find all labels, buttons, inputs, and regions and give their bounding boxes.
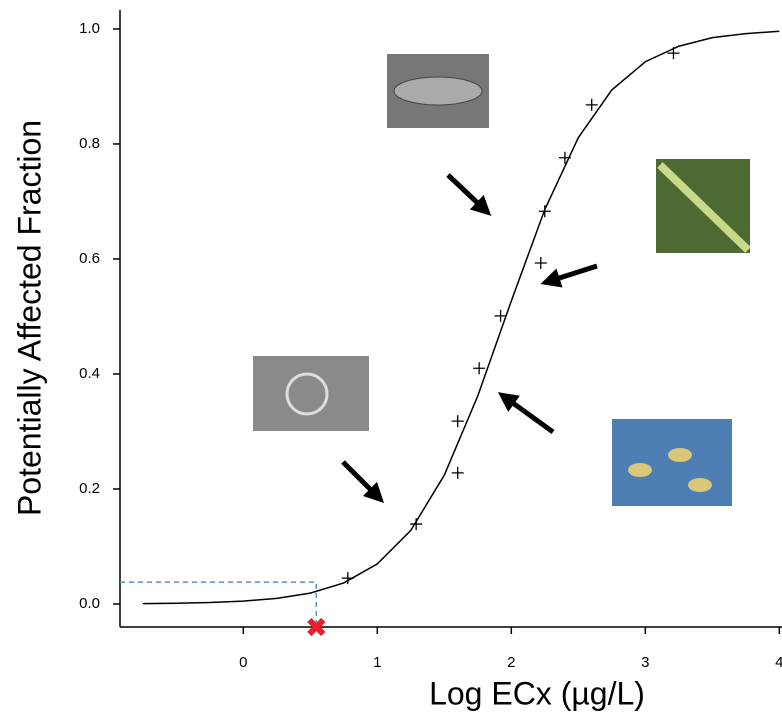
data-point [585,98,598,111]
photo-detail [285,372,329,416]
data-point [473,362,486,375]
y-tick-label: 0.2 [79,480,100,497]
data-point [451,415,464,428]
data-point [494,309,507,322]
photo-cells [612,419,732,506]
x-tick-label: 2 [507,654,515,671]
y-tick-label: 0.6 [79,250,100,267]
data-point [667,47,680,60]
guide-line [120,581,318,627]
photo-detail [668,448,692,462]
y-tick-label: 0.8 [79,135,100,152]
y-axis-label: Potentially Affected Fraction [11,120,47,516]
arrow [497,392,555,435]
x-tick-label: 3 [641,654,649,671]
y-tick-label: 0.4 [79,365,100,382]
photo-centric [253,356,369,431]
data-point [538,205,551,218]
data-point [451,466,464,479]
x-tick-label: 1 [373,654,381,671]
y-tick-label: 0.0 [79,595,100,612]
photos [253,54,751,506]
data-point [534,257,547,270]
photo-detail [393,76,483,106]
arrow [540,263,598,288]
data-point [558,151,571,164]
x-axis-label: Log ECx (µg/L) [429,675,645,711]
x-tick-label: 4 [775,654,782,671]
arrow [341,460,385,504]
photo-detail [657,162,751,253]
photo-detail [688,478,712,492]
hc-marker [307,617,326,637]
x-tick-label: 0 [239,654,247,671]
y-tick-label: 1.0 [79,20,100,37]
arrow [446,173,492,216]
data-point [410,518,423,531]
data-point [341,572,354,585]
arrows [341,173,598,504]
photo-detail [628,463,652,477]
